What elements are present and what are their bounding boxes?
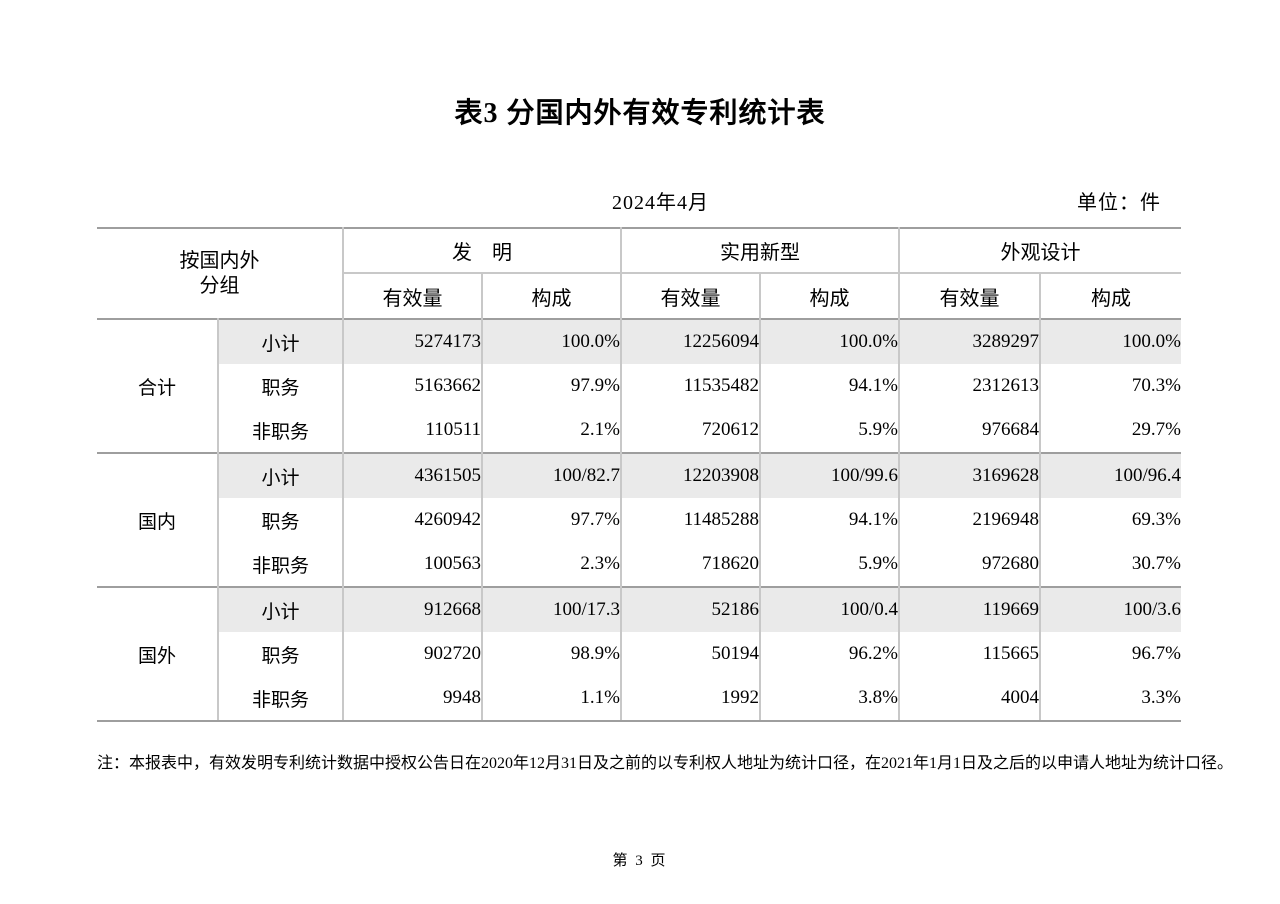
- page-number: 第 3 页: [612, 853, 668, 869]
- row-domestic-service: 职务 4260942 97.7% 11485288 94.1% 2196948 …: [97, 498, 1181, 542]
- table-header-row-1: 按国内外 分组 发 明 实用新型 外观设计: [97, 227, 1181, 319]
- table-cell: 902720: [343, 632, 483, 676]
- page-title: 表3 分国内外有效专利统计表: [454, 98, 826, 129]
- row-total-service: 职务 5163662 97.9% 11535482 94.1% 2312613 …: [97, 364, 1181, 408]
- table-cell: 100.0%: [760, 318, 900, 364]
- table-cell: 50194: [621, 632, 761, 676]
- row-domestic-nonservice: 非职务 100563 2.3% 718620 5.9% 972680 30.7%: [97, 542, 1181, 587]
- sub-header-invention-share: 构成: [482, 273, 622, 319]
- table-cell: 100/0.4: [760, 586, 900, 632]
- table-cell: 1992: [621, 676, 761, 722]
- table-cell: 5274173: [343, 318, 483, 364]
- table-cell: 52186: [621, 586, 761, 632]
- table-cell: 100/3.6: [1040, 586, 1181, 632]
- table-cell: 4004: [899, 676, 1041, 722]
- table-cell: 100/96.4: [1040, 452, 1181, 498]
- table-cell: 29.7%: [1131, 419, 1181, 440]
- table-cell: 94.1%: [760, 498, 900, 542]
- table-cell: 100.0%: [1040, 318, 1181, 364]
- table-cell: 100/99.6: [760, 452, 900, 498]
- table-cell: 97.9%: [482, 364, 622, 408]
- table-cell: 1.1%: [482, 676, 622, 722]
- col-header-group-line2: 分组: [199, 274, 240, 297]
- table-cell: 119669: [899, 586, 1041, 632]
- table-cell: 12203908: [621, 452, 761, 498]
- table-cell: 11485288: [621, 498, 761, 542]
- table-cell: 11535482: [621, 364, 761, 408]
- row-foreign-subtotal: 国外 小计 912668 100/17.3 52186 100/0.4 1196…: [97, 586, 1181, 722]
- table-cell: 4361505: [343, 452, 483, 498]
- sub-header-design-share: 构成: [1091, 287, 1131, 310]
- table-cell: 4260942: [343, 498, 483, 542]
- table-cell: 69.3%: [1131, 509, 1181, 530]
- table-cell: 100563: [343, 542, 483, 587]
- footnote: 注：本报表中，有效发明专利统计数据中授权公告日在2020年12月31日及之前的以…: [97, 755, 1234, 772]
- table-cell: 3.3%: [1040, 676, 1181, 722]
- group-label-domestic: 国内: [97, 452, 219, 587]
- row-type-label: 小计: [218, 586, 344, 632]
- row-foreign-nonservice: 非职务 9948 1.1% 1992 3.8% 4004 3.3%: [97, 676, 1181, 722]
- table-cell: 96.2%: [760, 632, 900, 676]
- col-header-invention: 发 明: [343, 227, 622, 274]
- table-cell: 98.9%: [482, 632, 622, 676]
- table-cell: 100.0%: [482, 318, 622, 364]
- row-type-label: 小计: [218, 452, 344, 498]
- table-cell: 5.9%: [760, 542, 900, 587]
- table-cell: 70.3%: [1131, 375, 1181, 396]
- report-date: 2024年4月: [612, 192, 709, 214]
- unit-label: 单位：件: [1077, 192, 1161, 214]
- sub-header-utility-valid: 有效量: [621, 273, 761, 319]
- row-type-label: 职务: [218, 364, 344, 408]
- table-cell: 9948: [343, 676, 483, 722]
- table-cell: 94.1%: [760, 364, 900, 408]
- table-cell: 115665: [899, 632, 1041, 676]
- row-domestic-subtotal: 国内 小计 4361505 100/82.7 12203908 100/99.6…: [97, 452, 1181, 587]
- col-header-group-line1: 按国内外: [179, 249, 260, 272]
- group-label-foreign: 国外: [97, 586, 219, 722]
- group-label-total: 合计: [97, 318, 219, 453]
- row-total-nonservice: 非职务 110511 2.1% 720612 5.9% 976684 29.7%: [97, 408, 1181, 453]
- row-type-label: 小计: [218, 318, 344, 364]
- table-cell: 5163662: [343, 364, 483, 408]
- table-cell: 12256094: [621, 318, 761, 364]
- table-cell: 100/82.7: [482, 452, 622, 498]
- meta-row: 2024年4月 单位：件: [97, 186, 1181, 214]
- table-cell: 3289297: [899, 318, 1041, 364]
- table-cell: 720612: [621, 408, 761, 453]
- table-cell: 3.8%: [760, 676, 900, 722]
- table-cell: 3169628: [899, 452, 1041, 498]
- table-cell: 912668: [343, 586, 483, 632]
- col-header-utility-model: 实用新型: [621, 227, 900, 274]
- table-cell: 96.7%: [1131, 643, 1181, 664]
- table-cell: 718620: [621, 542, 761, 587]
- row-type-label: 非职务: [218, 542, 344, 587]
- patent-stats-table: 按国内外 分组 发 明 实用新型 外观设计 有效量 构成 有效量 构成 有效量 …: [97, 227, 1181, 722]
- table-cell: 97.7%: [482, 498, 622, 542]
- table-cell: 2.3%: [482, 542, 622, 587]
- table-cell: 30.7%: [1131, 553, 1181, 574]
- row-type-label: 职务: [218, 632, 344, 676]
- sub-header-utility-share: 构成: [760, 273, 900, 319]
- table-cell: 2.1%: [482, 408, 622, 453]
- table-cell: 110511: [343, 408, 483, 453]
- row-total-subtotal: 合计 小计 5274173 100.0% 12256094 100.0% 328…: [97, 318, 1181, 453]
- row-type-label: 非职务: [218, 408, 344, 453]
- table-cell: 976684: [899, 408, 1041, 453]
- table-header-row-2: 有效量 构成 有效量 构成 有效量 构成: [97, 273, 1181, 319]
- sub-header-invention-valid: 有效量: [343, 273, 483, 319]
- col-header-design: 外观设计: [899, 227, 1181, 274]
- col-header-group: 按国内外 分组: [97, 227, 344, 319]
- sub-header-design-valid: 有效量: [899, 273, 1041, 319]
- row-foreign-service: 职务 902720 98.9% 50194 96.2% 115665 96.7%: [97, 632, 1181, 676]
- table-cell: 100/17.3: [482, 586, 622, 632]
- row-type-label: 非职务: [218, 676, 344, 722]
- row-type-label: 职务: [218, 498, 344, 542]
- table-cell: 2196948: [899, 498, 1041, 542]
- table-cell: 972680: [899, 542, 1041, 587]
- table-cell: 2312613: [899, 364, 1041, 408]
- table-cell: 5.9%: [760, 408, 900, 453]
